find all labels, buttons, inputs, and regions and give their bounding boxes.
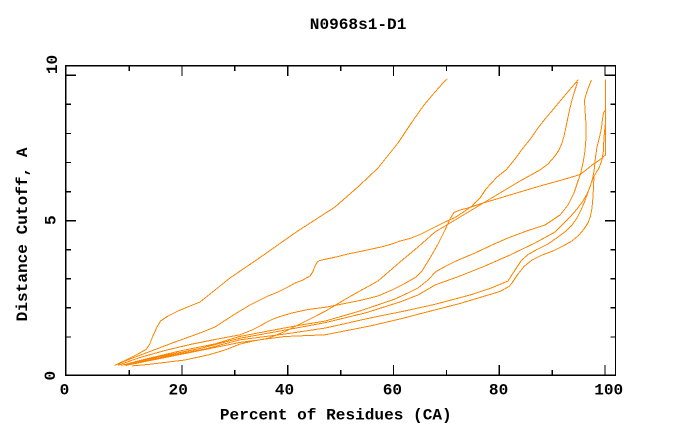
svg-text:100: 100 <box>594 382 623 400</box>
svg-text:10: 10 <box>44 55 62 74</box>
svg-text:0: 0 <box>60 382 70 400</box>
svg-text:80: 80 <box>489 382 508 400</box>
svg-text:5: 5 <box>43 215 61 225</box>
svg-text:0: 0 <box>42 371 60 381</box>
svg-text:Percent of Residues (CA): Percent of Residues (CA) <box>220 407 452 425</box>
svg-text:Distance Cutoff, A: Distance Cutoff, A <box>14 147 32 321</box>
svg-text:N0968s1-D1: N0968s1-D1 <box>310 16 407 34</box>
svg-text:20: 20 <box>169 382 188 400</box>
svg-text:40: 40 <box>275 382 294 400</box>
svg-text:60: 60 <box>383 382 402 400</box>
